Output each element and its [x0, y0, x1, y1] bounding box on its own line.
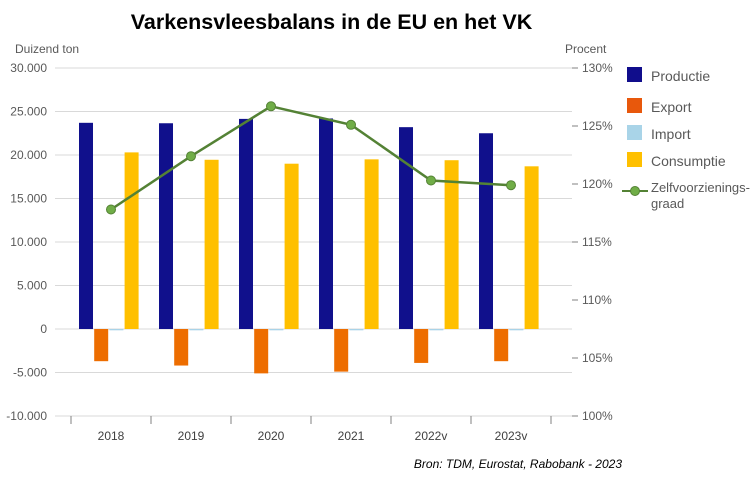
svg-text:2023v: 2023v — [495, 429, 528, 443]
svg-text:10.000: 10.000 — [10, 235, 47, 249]
svg-text:2022v: 2022v — [415, 429, 448, 443]
svg-text:2021: 2021 — [338, 429, 365, 443]
svg-text:2019: 2019 — [178, 429, 205, 443]
svg-text:2018: 2018 — [98, 429, 125, 443]
svg-text:100%: 100% — [582, 409, 613, 423]
svg-text:120%: 120% — [582, 177, 613, 191]
svg-text:30.000: 30.000 — [10, 61, 47, 75]
svg-text:105%: 105% — [582, 351, 613, 365]
svg-text:15.000: 15.000 — [10, 192, 47, 206]
svg-text:-10.000: -10.000 — [6, 409, 47, 423]
svg-text:130%: 130% — [582, 61, 613, 75]
svg-text:-5.000: -5.000 — [13, 366, 47, 380]
svg-text:5.000: 5.000 — [17, 279, 47, 293]
svg-text:0: 0 — [40, 322, 47, 336]
svg-text:2020: 2020 — [258, 429, 285, 443]
svg-text:20.000: 20.000 — [10, 148, 47, 162]
svg-text:125%: 125% — [582, 119, 613, 133]
svg-text:25.000: 25.000 — [10, 105, 47, 119]
svg-text:110%: 110% — [582, 293, 612, 307]
svg-text:115%: 115% — [582, 235, 612, 249]
